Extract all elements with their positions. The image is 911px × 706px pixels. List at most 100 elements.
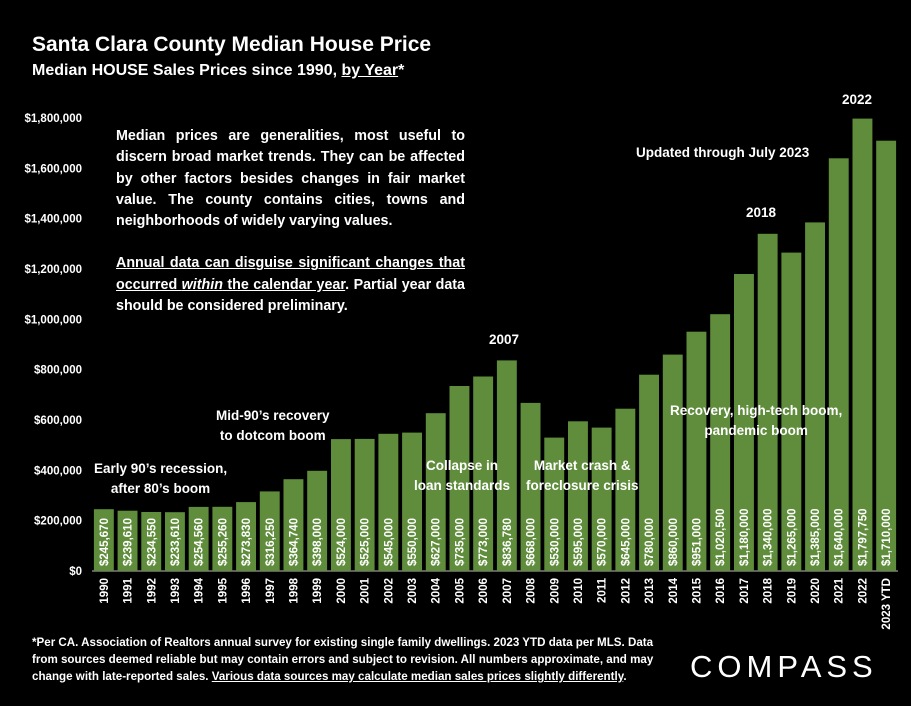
bar-value-label: $545,000 xyxy=(383,518,395,566)
bar-value-label: $780,000 xyxy=(644,518,656,566)
x-tick-label: 1994 xyxy=(194,577,206,603)
bar xyxy=(425,413,446,571)
x-tick-label: 1990 xyxy=(99,578,111,604)
bar-value-label: $255,260 xyxy=(217,518,229,566)
bar-value-label: $595,000 xyxy=(573,518,585,566)
footnote: *Per CA. Association of Realtors annual … xyxy=(32,634,672,685)
y-tick-label: $1,600,000 xyxy=(24,163,82,175)
footnote-underlined: Various data sources may calculate media… xyxy=(211,670,624,683)
bar-value-label: $1,340,000 xyxy=(763,508,775,566)
footnote-end: . xyxy=(623,670,627,683)
bar xyxy=(876,140,897,571)
bar xyxy=(852,118,873,571)
bar-value-label: $773,000 xyxy=(478,518,490,566)
bar-value-label: $735,000 xyxy=(454,518,466,566)
annotation-recovery-line1: Recovery, high-tech boom, xyxy=(670,403,843,418)
annotation-recovery: Recovery, high-tech boom, pandemic boom xyxy=(670,401,842,441)
bar-value-label: $524,000 xyxy=(336,518,348,566)
bar xyxy=(473,376,494,571)
x-tick-label: 2006 xyxy=(478,578,490,604)
bar-value-label: $398,000 xyxy=(312,518,324,566)
bar-value-label: $364,740 xyxy=(289,518,301,566)
bar-value-label: $836,780 xyxy=(502,518,514,566)
x-tick-label: 2023 YTD xyxy=(881,578,893,630)
compass-logo: COMPASS xyxy=(690,649,878,684)
bar-value-label: $1,020,500 xyxy=(715,508,727,566)
bar xyxy=(568,421,588,571)
y-tick-label: $1,000,000 xyxy=(24,314,82,326)
bar xyxy=(331,439,351,571)
bar xyxy=(378,433,399,571)
bar xyxy=(544,437,565,571)
x-tick-label: 1992 xyxy=(146,578,158,604)
notes-rest: . Partial year data should be considered… xyxy=(116,276,465,315)
bar xyxy=(615,408,636,571)
annotation-mid-90s: Mid-90’s recovery to dotcom boom xyxy=(216,406,330,446)
notes-box: Median prices are generalities, most use… xyxy=(116,126,465,338)
y-tick-label: $1,800,000 xyxy=(24,113,82,125)
bar xyxy=(805,222,825,571)
x-tick-label: 2013 xyxy=(644,578,656,604)
notes-paragraph-2: Annual data can disguise significant cha… xyxy=(116,253,465,317)
bar-value-label: $316,250 xyxy=(265,518,277,566)
bar-chart: $0 $200,000 $400,000 $600,000 $800,000 $1,000… xyxy=(24,113,898,630)
x-tick-label: 2002 xyxy=(383,578,395,604)
annotation-mid-90s-line2: to dotcom boom xyxy=(219,428,326,443)
bar xyxy=(662,354,683,571)
bar-value-label: $1,385,000 xyxy=(810,508,822,566)
x-tick-label: 2009 xyxy=(549,578,561,604)
bar xyxy=(93,509,114,571)
bar xyxy=(212,506,233,571)
x-tick-label: 2004 xyxy=(431,577,443,603)
bar-value-label: $668,000 xyxy=(526,518,538,566)
bar xyxy=(710,314,731,571)
annotation-crash-line2: foreclosure crisis xyxy=(526,478,639,493)
x-tick-label: 1997 xyxy=(265,578,277,604)
notes-underlined-2: the calendar year xyxy=(222,276,346,293)
x-tick-label: 1995 xyxy=(217,577,229,603)
bar-value-label: $550,000 xyxy=(407,518,419,566)
bar-value-label: $1,180,000 xyxy=(739,508,751,566)
x-tick-label: 2022 xyxy=(857,578,869,604)
notes-paragraph-1: Median prices are generalities, most use… xyxy=(116,128,465,230)
annotation-crash-line1: Market crash & xyxy=(533,458,631,473)
annotation-early-90s-line1: Early 90’s recession, xyxy=(94,461,228,476)
x-tick-label: 1993 xyxy=(170,578,182,604)
bar-value-label: $273,830 xyxy=(241,518,253,566)
bar xyxy=(141,512,162,571)
y-tick-label: $1,400,000 xyxy=(24,214,82,226)
bar xyxy=(117,510,138,571)
x-tick-label: 2001 xyxy=(360,577,372,603)
bar-value-label: $570,000 xyxy=(597,518,609,566)
bar-value-label: $525,000 xyxy=(360,518,372,566)
x-tick-label: 2012 xyxy=(620,578,632,604)
bar xyxy=(496,360,517,571)
x-tick-label: 1996 xyxy=(241,578,253,604)
bar-value-label: $1,265,000 xyxy=(786,508,798,566)
x-tick-label: 1998 xyxy=(289,577,301,603)
notes-underlined-1: Annual data can disguise significant cha… xyxy=(116,255,465,293)
bar-value-label: $234,550 xyxy=(146,518,158,566)
bar-value-label: $233,610 xyxy=(170,518,182,566)
subtitle-by-year: by Year xyxy=(341,62,399,79)
bar-value-label: $1,797,750 xyxy=(857,508,869,566)
bar-value-label: $860,000 xyxy=(668,518,680,566)
annotation-collapse-line1: Collapse in xyxy=(426,458,499,473)
y-tick-label: $0 xyxy=(69,566,82,578)
subtitle-asterisk: * xyxy=(398,62,405,79)
x-tick-label: 1999 xyxy=(312,578,324,604)
annotation-2022: 2022 xyxy=(842,92,873,107)
bars: $245,670 $239,610 $234,550 $233,610 $254,560… xyxy=(93,118,897,572)
bar xyxy=(188,506,209,571)
x-axis: 1990 1991 1992 1993 1994 1995 1996 1997 1998 1999… xyxy=(99,577,893,629)
x-tick-label: 2020 xyxy=(810,578,822,604)
annotation-early-90s: Early 90’s recession, after 80’s boom xyxy=(94,459,227,499)
bar xyxy=(781,252,802,571)
bar-value-label: $245,670 xyxy=(99,518,111,566)
annotation-early-90s-line2: after 80’s boom xyxy=(110,481,211,496)
y-tick-label: $200,000 xyxy=(34,516,82,528)
bar xyxy=(354,438,375,571)
bar xyxy=(307,470,328,571)
x-tick-label: 2007 xyxy=(502,578,514,604)
bar xyxy=(283,479,304,571)
